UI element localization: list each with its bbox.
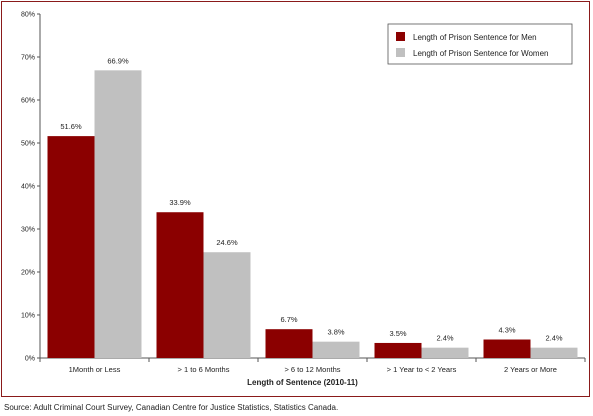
y-tick-label: 50% xyxy=(21,141,35,148)
y-tick-label: 20% xyxy=(21,270,35,277)
data-label: 66.9% xyxy=(107,56,129,65)
data-label: 6.7% xyxy=(280,315,297,324)
data-label: 51.6% xyxy=(60,122,82,131)
data-label: 2.4% xyxy=(436,334,453,343)
y-tick-label: 70% xyxy=(21,55,35,62)
legend-label: Length of Prison Sentence for Men xyxy=(413,33,537,42)
bar-chart: 0% 10% 20% 30% 40% 50% 60% 70% 80% 51.6% 66.9% 1Mon… xyxy=(21,12,586,387)
data-label: 3.5% xyxy=(389,329,406,338)
y-tick-label: 60% xyxy=(21,98,35,105)
x-category-label: > 6 to 12 Months xyxy=(284,365,340,374)
y-tick-label: 80% xyxy=(21,12,35,19)
bar-women xyxy=(312,341,360,358)
bar-men xyxy=(47,136,95,358)
bar-women xyxy=(94,70,142,358)
y-tick-label: 10% xyxy=(21,313,35,320)
bar-men xyxy=(265,329,313,358)
y-tick-label: 40% xyxy=(21,184,35,191)
legend-swatch xyxy=(396,32,405,41)
bar-men xyxy=(156,212,204,358)
bar-women xyxy=(203,252,251,358)
x-category-label: > 1 Year to < 2 Years xyxy=(387,365,457,374)
data-label: 3.8% xyxy=(327,328,344,337)
data-label: 33.9% xyxy=(169,198,191,207)
data-label: 24.6% xyxy=(216,238,238,247)
bar-men xyxy=(483,339,531,358)
y-tick-label: 30% xyxy=(21,227,35,234)
bar-men xyxy=(374,342,422,358)
x-category-label: 1Month or Less xyxy=(69,365,121,374)
data-label: 2.4% xyxy=(545,334,562,343)
bar-women xyxy=(421,347,469,358)
y-tick-label: 0% xyxy=(25,356,35,363)
x-category-label: 2 Years or More xyxy=(504,365,557,374)
legend-swatch xyxy=(396,48,405,57)
source-note: Source: Adult Criminal Court Survey, Can… xyxy=(4,403,339,412)
x-axis-title: Length of Sentence (2010-11) xyxy=(247,378,358,387)
bar-women xyxy=(530,347,578,358)
legend-box xyxy=(387,23,573,65)
x-category-label: > 1 to 6 Months xyxy=(178,365,230,374)
legend-label: Length of Prison Sentence for Women xyxy=(413,49,549,58)
data-label: 4.3% xyxy=(498,326,515,335)
